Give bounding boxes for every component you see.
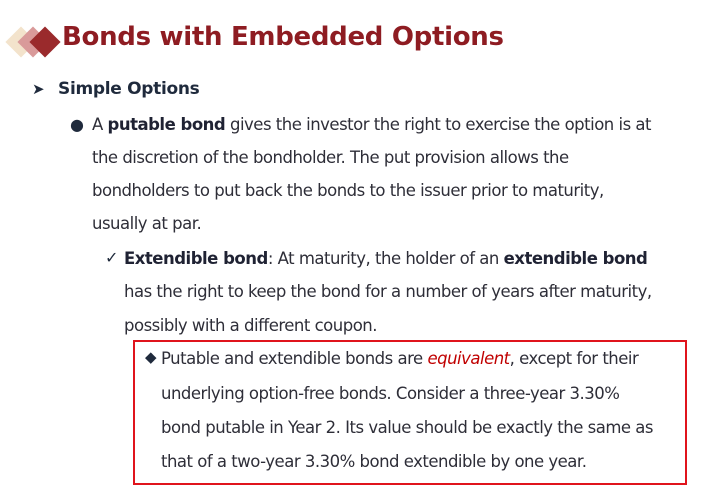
putable-line-4: usually at par.: [92, 214, 202, 233]
putable-line-3: bondholders to put back the bonds to the…: [92, 181, 604, 200]
extendible-line-3: possibly with a different coupon.: [124, 316, 378, 335]
putable-line-1: A putable bond gives the investor the ri…: [92, 115, 651, 134]
section-heading: Simple Options: [58, 79, 200, 99]
note-line-2: underlying option-free bonds. Consider a…: [161, 384, 620, 403]
note-line-4: that of a two-year 3.30% bond extendible…: [161, 452, 587, 471]
diamond-bullet-icon: ◆: [145, 348, 157, 366]
extendible-line-1: Extendible bond: At maturity, the holder…: [124, 249, 648, 268]
extendible-line-2: has the right to keep the bond for a num…: [124, 282, 652, 301]
putable-line-2: the discretion of the bondholder. The pu…: [92, 148, 569, 167]
slide-title: Bonds with Embedded Options: [62, 22, 504, 52]
circle-bullet-icon: ●: [70, 115, 84, 134]
checkmark-icon: ✓: [105, 248, 119, 267]
arrowhead-bullet-icon: ➤: [32, 80, 45, 98]
note-line-3: bond putable in Year 2. Its value should…: [161, 418, 654, 437]
note-line-1: Putable and extendible bonds are equival…: [161, 349, 639, 368]
highlight-box: [133, 340, 687, 485]
logo-diamonds-icon: [4, 24, 61, 60]
